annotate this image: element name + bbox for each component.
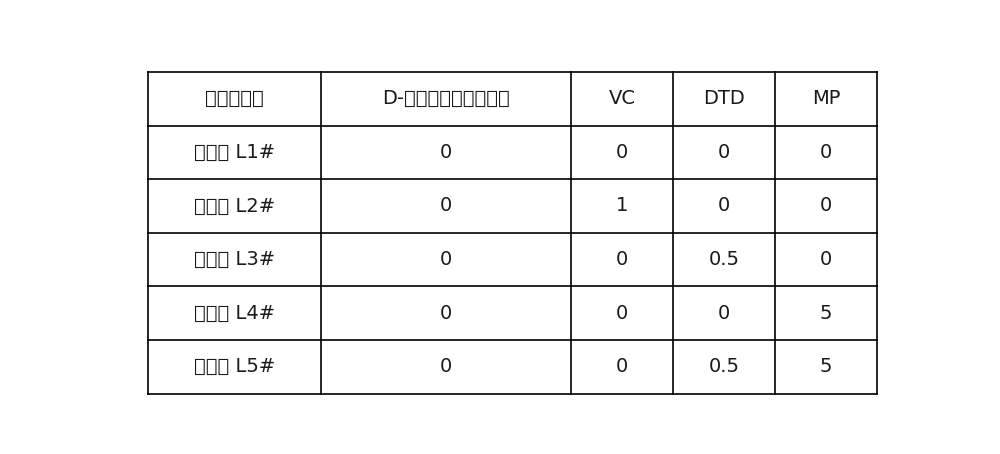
Text: D-酒石酸环硫酸二甲酯: D-酒石酸环硫酸二甲酯 — [382, 89, 510, 108]
Text: 对比例 L3#: 对比例 L3# — [194, 250, 275, 269]
Text: 0: 0 — [440, 250, 452, 269]
Text: 0: 0 — [820, 143, 832, 162]
Text: 0: 0 — [718, 304, 730, 323]
Text: 0: 0 — [616, 250, 628, 269]
Text: 对比例 L2#: 对比例 L2# — [194, 197, 275, 216]
Text: 电解液编号: 电解液编号 — [205, 89, 264, 108]
Text: 0: 0 — [718, 143, 730, 162]
Text: 0.5: 0.5 — [708, 357, 739, 376]
Text: 1: 1 — [616, 197, 628, 216]
Text: 对比例 L5#: 对比例 L5# — [194, 357, 275, 376]
Text: VC: VC — [609, 89, 636, 108]
Text: 0: 0 — [440, 304, 452, 323]
Text: 0: 0 — [820, 250, 832, 269]
Text: 0.5: 0.5 — [708, 250, 739, 269]
Text: 0: 0 — [820, 197, 832, 216]
Text: 对比例 L1#: 对比例 L1# — [194, 143, 275, 162]
Text: 0: 0 — [616, 304, 628, 323]
Text: 0: 0 — [616, 357, 628, 376]
Text: 0: 0 — [616, 143, 628, 162]
Text: DTD: DTD — [703, 89, 745, 108]
Text: MP: MP — [812, 89, 840, 108]
Text: 0: 0 — [718, 197, 730, 216]
Text: 对比例 L4#: 对比例 L4# — [194, 304, 275, 323]
Text: 0: 0 — [440, 197, 452, 216]
Text: 5: 5 — [820, 357, 832, 376]
Text: 5: 5 — [820, 304, 832, 323]
Text: 0: 0 — [440, 357, 452, 376]
Text: 0: 0 — [440, 143, 452, 162]
